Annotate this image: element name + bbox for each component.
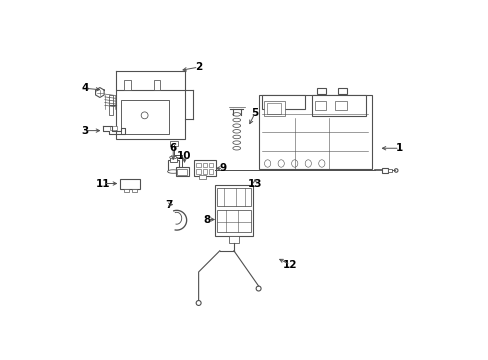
Bar xyxy=(109,126,117,130)
Bar xyxy=(216,188,250,206)
Bar xyxy=(109,95,113,115)
Bar xyxy=(175,167,189,176)
Ellipse shape xyxy=(232,124,240,127)
Bar xyxy=(208,169,213,174)
Text: 11: 11 xyxy=(96,179,110,189)
Bar xyxy=(262,95,305,109)
Ellipse shape xyxy=(232,141,240,144)
Bar xyxy=(177,169,186,175)
Bar xyxy=(229,237,238,243)
Text: 4: 4 xyxy=(81,83,88,93)
Bar xyxy=(258,95,371,170)
Bar xyxy=(120,179,140,189)
Bar xyxy=(198,175,205,179)
Ellipse shape xyxy=(318,160,324,167)
Text: 5: 5 xyxy=(251,108,258,118)
Ellipse shape xyxy=(232,147,240,150)
Bar xyxy=(167,160,179,171)
Bar xyxy=(153,80,160,90)
Bar xyxy=(266,103,281,114)
Bar xyxy=(132,189,137,192)
Text: 8: 8 xyxy=(203,215,211,225)
Ellipse shape xyxy=(232,118,240,122)
Text: 2: 2 xyxy=(195,62,202,72)
Bar xyxy=(214,185,253,237)
Bar xyxy=(169,157,176,162)
Ellipse shape xyxy=(232,130,240,133)
Bar xyxy=(314,101,325,110)
Text: 12: 12 xyxy=(283,260,297,270)
Ellipse shape xyxy=(232,135,240,139)
Bar xyxy=(264,101,284,116)
Ellipse shape xyxy=(305,160,311,167)
Bar xyxy=(196,169,201,174)
Bar xyxy=(124,80,131,90)
Ellipse shape xyxy=(278,160,284,167)
Ellipse shape xyxy=(169,156,176,159)
FancyBboxPatch shape xyxy=(193,160,215,176)
Bar xyxy=(387,169,391,172)
Ellipse shape xyxy=(232,113,240,116)
Bar xyxy=(317,88,325,94)
Bar xyxy=(123,189,128,192)
Bar xyxy=(121,99,169,134)
Text: 3: 3 xyxy=(81,126,88,136)
Bar xyxy=(337,88,346,94)
Text: 6: 6 xyxy=(169,143,177,153)
Text: 13: 13 xyxy=(247,179,262,189)
Bar xyxy=(202,169,207,174)
Ellipse shape xyxy=(291,160,297,167)
Bar xyxy=(216,210,250,232)
Bar xyxy=(208,163,213,167)
Ellipse shape xyxy=(167,170,179,173)
Text: 10: 10 xyxy=(177,151,191,161)
Bar xyxy=(335,101,346,110)
Bar xyxy=(170,141,178,146)
Text: 7: 7 xyxy=(164,200,172,210)
Bar xyxy=(116,90,184,139)
Ellipse shape xyxy=(264,160,270,167)
Text: 9: 9 xyxy=(219,163,226,174)
Bar xyxy=(311,95,365,116)
Bar xyxy=(381,168,387,173)
Bar xyxy=(196,163,201,167)
Bar xyxy=(202,163,207,167)
Text: 1: 1 xyxy=(395,143,403,153)
